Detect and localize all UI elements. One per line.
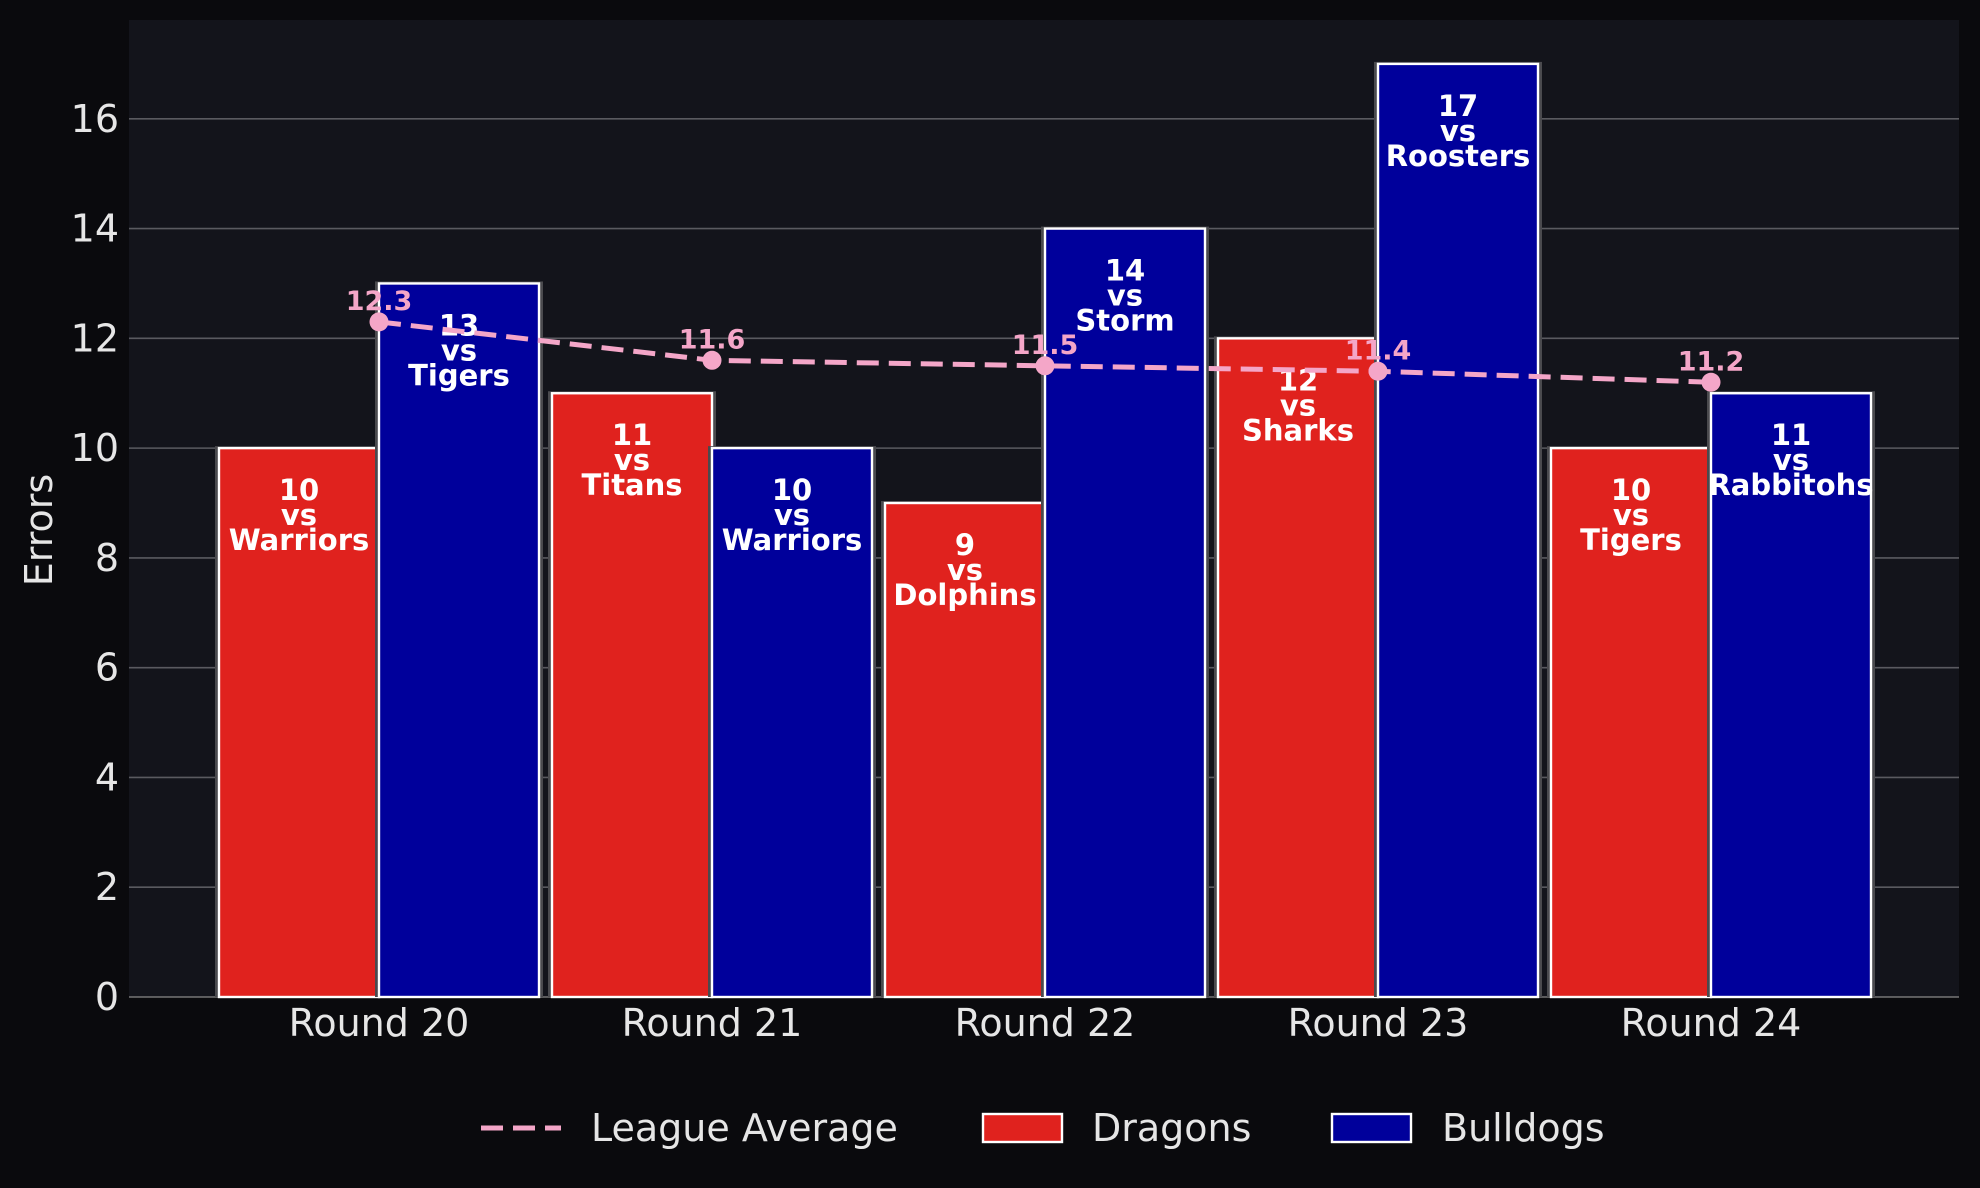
bar-data-label: 11 [1771,418,1811,452]
y-tick-label: 4 [95,755,119,799]
league-average-value-label: 12.3 [346,286,413,317]
bar-data-label: vs [441,333,477,367]
legend-label: Dragons [1092,1106,1251,1150]
bulldogs-bar [1376,62,1540,999]
bar-data-label: Rabbitohs [1708,468,1873,502]
y-tick-label: 6 [95,646,119,690]
bar-data-label: Tigers [408,358,510,392]
bar-data-label: 10 [279,473,319,507]
y-tick-label: 16 [71,97,119,141]
bar-data-label: vs [281,498,317,532]
x-tick-label: Round 22 [955,1001,1136,1045]
bar-data-label: vs [774,498,810,532]
bar-data-label: Warriors [229,523,370,557]
y-tick-label: 12 [71,316,119,360]
bar-data-label: 13 [439,308,479,342]
x-tick-label: Round 23 [1288,1001,1469,1045]
bar-data-label: vs [1613,498,1649,532]
bar-data-label: 10 [1611,473,1651,507]
bar-data-label: 9 [955,528,975,562]
bar-data-label: vs [614,443,650,477]
y-axis-ticks: 0 2 4 6 8 10 12 14 16 [71,97,119,1019]
league-average-point [1368,361,1388,381]
x-tick-label: Round 21 [622,1001,803,1045]
legend: League Average Dragons Bulldogs [481,1106,1605,1150]
x-tick-label: Round 20 [289,1001,470,1045]
league-average-point [702,350,722,370]
bar-data-label: Storm [1075,304,1174,338]
y-tick-label: 2 [95,865,119,909]
bulldogs-bar [1709,392,1873,999]
bar-data-label: 10 [772,473,812,507]
y-axis-label: Errors [17,474,61,586]
bulldogs-bar [377,282,541,999]
legend-swatch-dragons [981,1112,1064,1144]
league-average-point [1701,372,1721,392]
bar-data-label: 11 [612,418,652,452]
bar-data-label: vs [1440,114,1476,148]
bar-data-label: vs [1280,388,1316,422]
dragons-bar [217,446,381,999]
x-tick-label: Round 24 [1621,1001,1802,1045]
dragons-bar [550,392,714,999]
legend-swatch-bulldogs [1330,1112,1413,1144]
league-average-point [369,312,389,332]
dragons-bar [883,501,1047,999]
bar-data-label: vs [1107,279,1143,313]
y-tick-label: 14 [71,207,119,251]
league-average-value-label: 11.6 [679,324,746,355]
bar-data-label: Roosters [1386,139,1531,173]
bar-data-label: Sharks [1242,413,1354,447]
bar-data-label: vs [1773,443,1809,477]
league-average-value-label: 11.4 [1345,335,1412,366]
y-tick-label: 0 [95,975,119,1019]
legend-label: League Average [591,1106,898,1150]
bar-data-label: Warriors [722,523,863,557]
league-average-point [1035,356,1055,376]
bulldogs-bar [710,446,874,999]
y-tick-label: 10 [71,426,119,470]
league-average-line: 12.3 11.6 11.5 11.4 11.2 [346,286,1745,392]
dragons-bar [1216,337,1380,999]
bar-data-label: 14 [1105,254,1145,288]
bar-data-label: Dolphins [893,578,1036,612]
bar-data-label: vs [947,553,983,587]
bar-data-label: Tigers [1580,523,1682,557]
bar-data-label: 17 [1438,89,1478,123]
bulldogs-bar [1043,227,1207,999]
y-tick-label: 8 [95,536,119,580]
x-axis-ticks: Round 20 Round 21 Round 22 Round 23 Round 24 [289,1001,1802,1045]
bar-data-label: Titans [581,468,682,502]
league-average-value-label: 11.2 [1678,346,1745,377]
league-average-value-label: 11.5 [1012,330,1079,361]
legend-label: Bulldogs [1442,1106,1605,1150]
